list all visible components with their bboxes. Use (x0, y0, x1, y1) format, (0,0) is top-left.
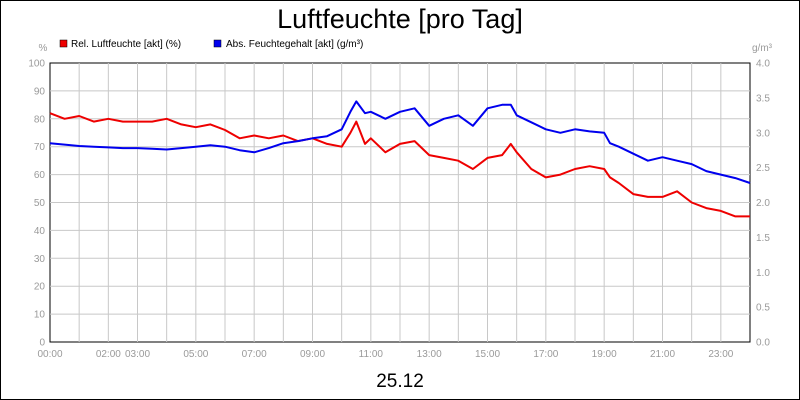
legend-label-rel-humidity: Rel. Luftfeuchte [akt] (%) (71, 39, 181, 50)
y-right-tick-label: 1.0 (756, 268, 770, 279)
y-left-tick-label: 10 (34, 310, 46, 321)
x-tick-label: 21:00 (650, 349, 675, 360)
y-left-tick-label: 40 (34, 226, 46, 237)
y-right-tick-label: 0.0 (756, 338, 770, 349)
y-right-tick-label: 3.5 (756, 93, 770, 104)
grid-lines (50, 63, 750, 342)
y-right-tick-label: 2.0 (756, 198, 770, 209)
x-tick-label: 02:00 (96, 349, 121, 360)
axis-ticks: 0 10 20 30 40 50 60 70 80 90 100 0.0 0.5 1.0 1.5 2.0 2.5… (28, 59, 770, 361)
y-left-tick-label: 20 (34, 282, 46, 293)
chart-title: Luftfeuchte [pro Tag] (277, 4, 523, 34)
legend-label-abs-humidity: Abs. Feuchtegehalt [akt] (g/m³) (226, 39, 363, 50)
legend-swatch-rel-humidity (59, 39, 68, 48)
y-right-tick-label: 1.5 (756, 233, 770, 244)
y-left-tick-label: 80 (34, 114, 46, 125)
x-tick-label: 05:00 (183, 349, 208, 360)
y-right-tick-label: 2.5 (756, 163, 770, 174)
legend: Rel. Luftfeuchte [akt] (%) Abs. Feuchteg… (59, 39, 363, 50)
x-tick-label: 19:00 (592, 349, 617, 360)
y-right-unit: g/m³ (752, 43, 773, 54)
x-tick-label: 03:00 (125, 349, 150, 360)
series-line-rel-humidity (49, 112, 750, 218)
x-tick-label: 00:00 (37, 349, 62, 360)
y-left-tick-label: 60 (34, 170, 46, 181)
series-line-abs-humidity (49, 100, 751, 184)
y-right-tick-label: 3.0 (756, 128, 770, 139)
y-left-unit: % (39, 43, 48, 54)
x-tick-label: 11:00 (359, 349, 384, 360)
y-left-tick-label: 90 (34, 86, 46, 97)
y-left-tick-label: 30 (34, 254, 46, 265)
x-tick-label: 13:00 (417, 349, 442, 360)
y-left-tick-label: 0 (39, 338, 45, 349)
y-right-tick-label: 0.5 (756, 303, 770, 314)
x-tick-label: 07:00 (242, 349, 267, 360)
x-tick-label: 09:00 (300, 349, 325, 360)
y-left-tick-label: 70 (34, 142, 46, 153)
y-left-tick-label: 100 (28, 59, 45, 70)
series-layer (49, 100, 751, 218)
x-tick-label: 23:00 (708, 349, 733, 360)
x-tick-label: 17:00 (533, 349, 558, 360)
y-right-tick-label: 4.0 (756, 59, 770, 70)
legend-swatch-abs-humidity (213, 39, 222, 48)
x-tick-label: 15:00 (475, 349, 500, 360)
y-left-tick-label: 50 (34, 198, 46, 209)
chart-date-label: 25.12 (376, 371, 424, 392)
